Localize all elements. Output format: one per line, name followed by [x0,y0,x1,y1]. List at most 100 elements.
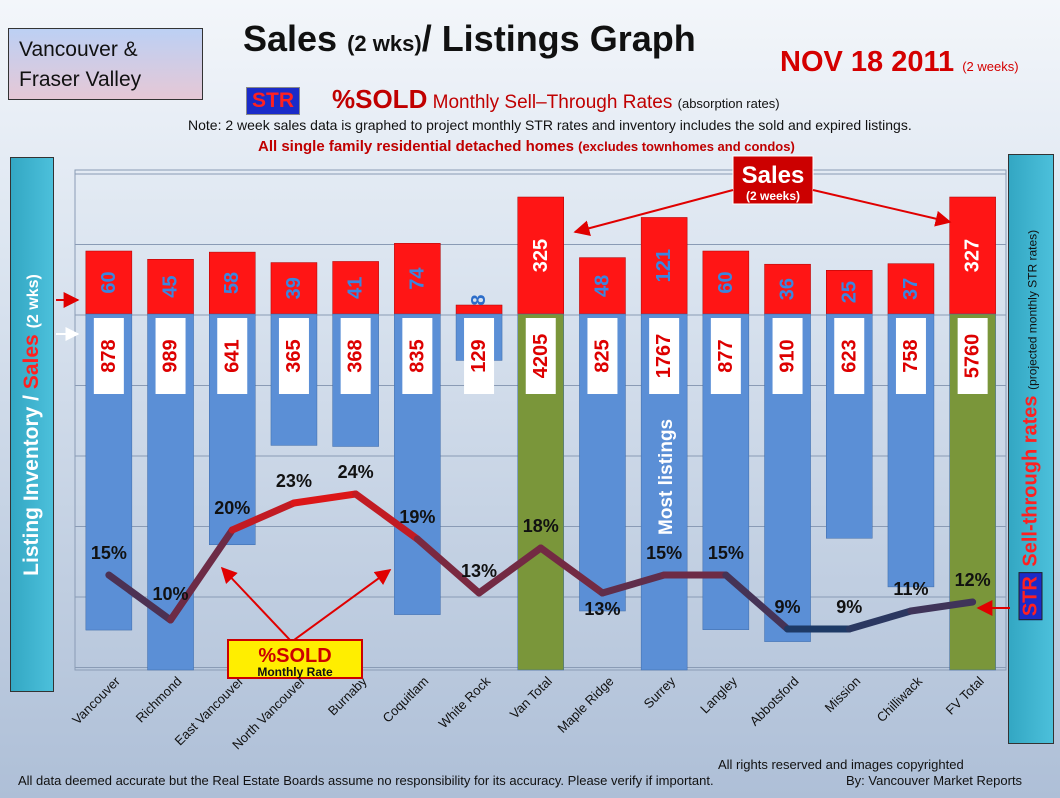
sales-bar [147,259,194,315]
sales-bar [85,250,133,315]
x-tick-label: Van Total [507,673,555,721]
title-rest: / Listings Graph [421,18,696,59]
sales-value-label: 45 [160,276,182,298]
right-axis-panel: STR Sell-through rates (projected monthl… [1008,154,1054,744]
date-value: NOV 18 2011 [780,46,955,78]
sales-value-label: 39 [283,277,305,299]
sold-pct-label: 12% [955,570,991,590]
sold-line: 15% 10% 20% 23% 24% 19% 13% 18% 13% 15% 15% 9% 9% 11%… [91,462,991,633]
sold-line-segment [105,571,175,624]
sales-bar [209,251,256,315]
sales-value-label: 121 [653,249,675,282]
sales-bar [949,196,996,315]
listing-value-label: 877 [715,339,737,372]
sales-bar [332,261,379,315]
region-line-2: Fraser Valley [19,68,142,91]
sales-value-label: 8 [468,294,490,305]
sold-line-segment [228,499,298,534]
sfd-text: All single family residential detached h… [258,138,795,155]
x-tick-label: Burnaby [325,673,370,718]
x-tick-label: Abbotsford [747,674,802,729]
x-tick-label: Surrey [641,673,679,711]
sales-bar [702,250,750,315]
sales-value-label: 37 [900,278,922,300]
sold-desc: Monthly Sell–Through Rates [427,92,673,113]
sold-pct-label: 10% [153,584,189,604]
listing-label-bg [402,318,433,394]
sold-pct-label: 11% [893,579,928,599]
sold-arrow-right [293,569,392,641]
sales-bar [270,262,318,315]
x-tick-label: Coquitlam [379,674,431,726]
listing-value-label: 835 [406,339,428,372]
sales-arrow-left [573,189,734,237]
sold-callout-label: %SOLD [258,645,331,667]
sold-line-segment [598,571,668,597]
footer-disclaimer: All data deemed accurate but the Real Es… [18,773,714,788]
sold-pct-label: 13% [584,599,620,619]
sales-bar [394,243,441,315]
most-listings-label: Most listings [656,419,677,535]
sales-value-label: 25 [838,281,860,303]
sales-value-label: 325 [530,239,552,272]
sold-pct-label: 23% [276,471,312,491]
sold-paren: (absorption rates) [677,96,780,111]
sold-pct-label: %SOLD [332,84,428,114]
sales-value-label: 60 [715,271,737,293]
sales-arrow-right [812,189,952,227]
sold-pct-label: 15% [708,543,744,563]
sfd-main: All single family residential detached h… [258,138,574,155]
sold-pct-label: 18% [523,516,559,536]
listing-value-label: 129 [468,339,490,372]
x-tick-label: Mission [822,674,864,716]
listing-label-bg [93,318,124,394]
sold-pct-label: 19% [399,507,435,527]
sales-bar [826,270,873,315]
sold-line-segment [413,535,483,597]
listing-label-bg [340,318,371,394]
region-label-box: Vancouver & Fraser Valley [8,28,203,100]
listing-label-bg [710,318,741,394]
str-badge: STR [246,87,300,115]
sold-callout: %SOLD Monthly Rate [220,566,392,679]
listing-value-label: 5760 [962,334,984,379]
sales-value-label: 74 [406,267,428,290]
title-main: Sales [243,18,348,59]
bars [85,196,996,671]
date-note: (2 weeks) [962,59,1019,74]
listing-value-label: 368 [345,339,367,372]
listing-label-bg [464,318,495,394]
listing-label-bg [649,318,680,394]
sales-bar [517,196,564,315]
listing-value-label: 623 [838,339,860,372]
note-text: Note: 2 week sales data is graphed to pr… [188,117,912,133]
sales-value-label: 60 [98,271,120,293]
sold-pct-label: 13% [461,561,497,581]
listing-value-label: 758 [900,339,922,372]
listing-label-bg [957,318,988,394]
sold-line-segment [845,607,915,633]
x-tick-label: Vancouver [69,673,123,727]
sales-callout-sub: (2 weeks) [746,189,800,203]
sold-pct-label: 15% [646,543,682,563]
x-tick-label: Langley [697,673,740,716]
date-label: NOV 18 2011 (2 weeks) [780,46,1019,79]
sold-line-segment [722,571,792,633]
region-line-1: Vancouver & [19,38,138,61]
listing-label-bg [525,318,556,394]
sold-line-segment [907,598,977,615]
sold-line-segment [290,490,360,507]
sold-arrow-left [220,566,291,641]
sales-value-label: 36 [777,278,799,300]
listing-value-label: 365 [283,339,305,372]
x-tick-label: White Rock [436,673,494,731]
x-tick-label: Richmond [133,674,185,726]
sold-callout-sub: Monthly Rate [257,665,333,679]
sold-pct-label: 20% [214,498,250,518]
byline-text: By: Vancouver Market Reports [846,773,1023,788]
listing-label-bg [217,318,248,394]
listing-value-label: 910 [777,339,799,372]
sfd-paren: (excludes townhomes and condos) [578,139,795,154]
